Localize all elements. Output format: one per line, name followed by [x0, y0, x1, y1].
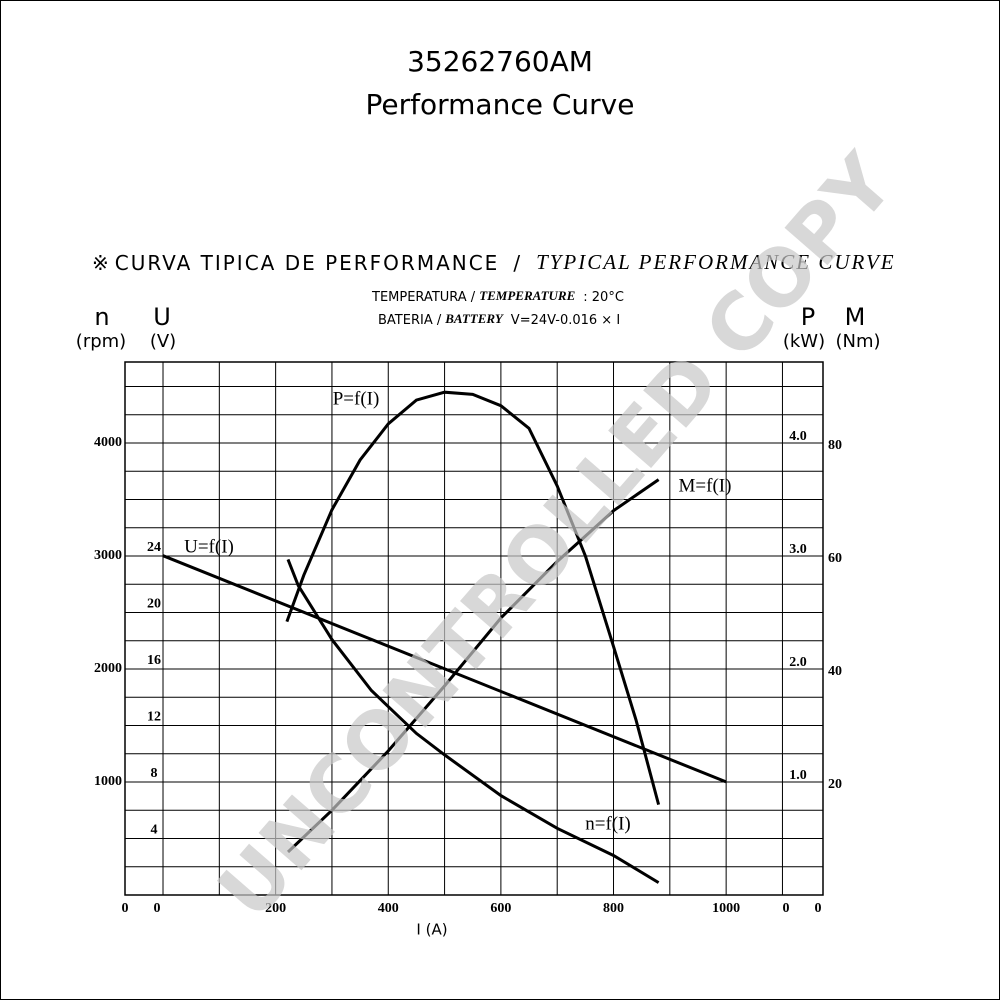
curve-label: U=f(I): [184, 536, 234, 557]
plot: 0 200 400 600 800 1000n(rpm)01000200030004000…: [76, 303, 881, 916]
axis-unit: (Nm): [835, 331, 880, 352]
y-tick-label: 24: [147, 540, 161, 555]
y-tick-label: 4000: [94, 435, 122, 450]
axis-name: n: [94, 303, 109, 331]
heading-separator: /: [513, 251, 522, 275]
y-tick-label: 20: [147, 596, 161, 611]
x-tick-label: 400: [378, 901, 399, 916]
x-tick-label: 0: [154, 901, 161, 916]
battery-note: BATERIA / BATTERY V=24V-0.016 × I: [378, 311, 620, 328]
y-tick-label: 2.0: [789, 655, 807, 670]
battery-english: BATTERY: [444, 311, 504, 326]
temperature-spanish: TEMPERATURA /: [371, 290, 476, 305]
curve-label: P=f(I): [333, 388, 380, 409]
curve: [286, 478, 660, 854]
temperature-value: : 20°C: [583, 290, 624, 305]
y-tick-label: 2000: [94, 661, 122, 676]
axis-name: U: [153, 303, 171, 331]
y-tick-label: 1000: [94, 774, 122, 789]
curve: [162, 554, 727, 784]
heading-symbol: ※: [92, 251, 111, 275]
battery-spanish: BATERIA /: [378, 313, 442, 328]
y-tick-label: 3000: [94, 548, 122, 563]
axis-unit: (rpm): [76, 331, 126, 352]
temperature-english: TEMPERATURE: [479, 288, 575, 303]
x-tick-label: 600: [490, 901, 511, 916]
chart-subtitle: Performance Curve: [366, 88, 635, 121]
heading-english: TYPICAL PERFORMANCE CURVE: [536, 250, 896, 274]
heading: ※ CURVA TIPICA DE PERFORMANCE / TYPICAL PER…: [92, 250, 896, 275]
axis-unit: (kW): [783, 331, 825, 352]
x-tick-label: 1000: [712, 901, 740, 916]
y-tick-label: 8: [151, 766, 158, 781]
curve: [286, 558, 660, 884]
curve-label: n=f(I): [585, 813, 631, 834]
y-tick-label: 60: [828, 551, 842, 566]
x-axis-label: I (A): [416, 921, 447, 939]
y-tick-label: 0: [815, 901, 822, 916]
x-tick-label: 200: [265, 901, 286, 916]
x-tick-label: 800: [603, 901, 624, 916]
axis-unit: (V): [150, 331, 176, 352]
y-tick-label: 3.0: [789, 542, 807, 557]
curve: [285, 390, 661, 805]
axis-name: M: [845, 303, 866, 331]
y-tick-label: 4.0: [789, 429, 807, 444]
temperature-note: TEMPERATURA / TEMPERATURE : 20°C: [371, 288, 624, 305]
y-tick-label: 16: [147, 653, 161, 668]
chart-title: 35262760AM: [407, 45, 593, 78]
y-tick-label: 0: [783, 901, 790, 916]
y-tick-label: 80: [828, 438, 842, 453]
heading-spanish: CURVA TIPICA DE PERFORMANCE: [115, 251, 500, 275]
y-tick-label: 0: [122, 901, 129, 916]
y-tick-label: 40: [828, 664, 842, 679]
curve-label: M=f(I): [679, 475, 732, 496]
battery-value: V=24V-0.016 × I: [511, 313, 620, 328]
plot-frame: [124, 361, 824, 896]
axis-name: P: [801, 303, 815, 331]
y-tick-label: 4: [151, 823, 158, 838]
y-tick-label: 12: [147, 710, 161, 725]
y-tick-label: 1.0: [789, 768, 807, 783]
y-tick-label: 20: [828, 777, 842, 792]
